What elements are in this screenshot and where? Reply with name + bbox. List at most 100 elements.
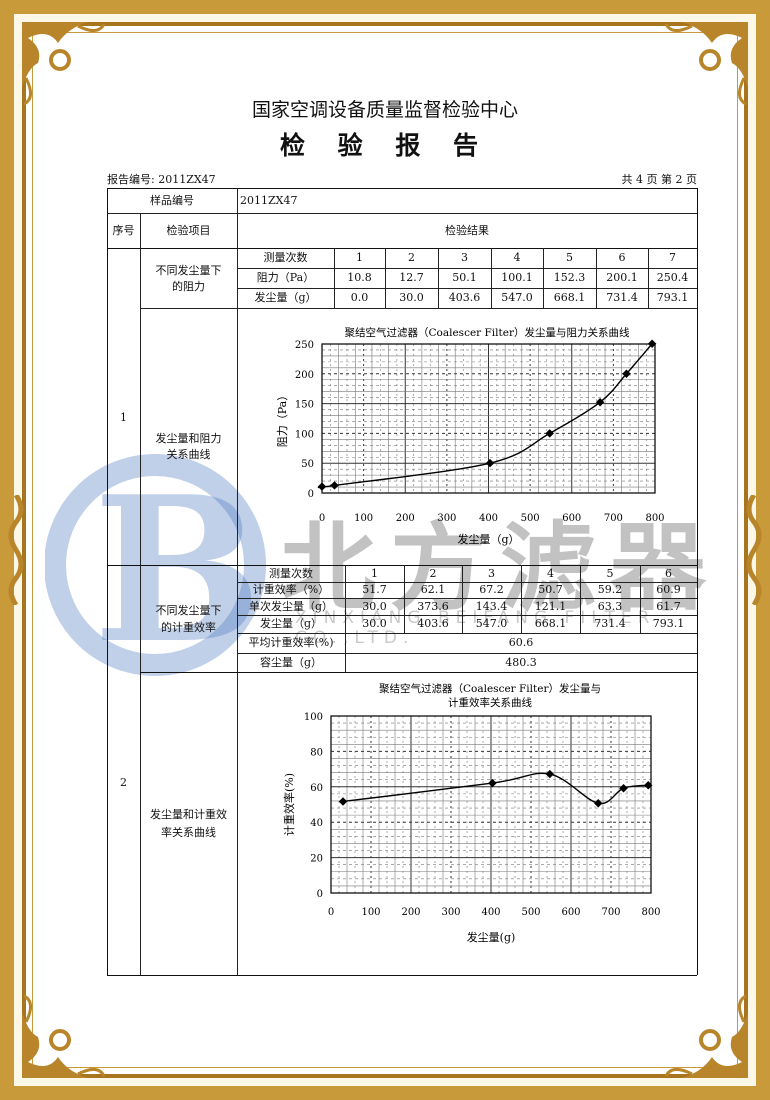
- y-tick-label: 40: [310, 818, 323, 829]
- frame-line: [32, 32, 738, 1068]
- corner-ornament-icon: [22, 22, 106, 106]
- table-cell: 793.1: [652, 617, 685, 630]
- x-tick-label: 0: [328, 907, 334, 918]
- organization-name: 国家空调设备质量监督检验中心: [251, 99, 518, 121]
- table-rule: [107, 565, 697, 566]
- table-cell: 403.6: [417, 617, 449, 630]
- chart-title: 聚结空气过滤器（Coalescer Filter）发尘量与阻力关系曲线: [345, 326, 630, 339]
- chart-title-line: 计重效率关系曲线: [448, 696, 532, 709]
- table-cell: 143.4: [475, 600, 508, 613]
- document-title: 检 验 报 告: [279, 131, 491, 160]
- table-cell: 403.6: [448, 291, 481, 304]
- row-label: 计重效率（%）: [252, 583, 330, 596]
- table-rule: [107, 188, 697, 189]
- side-ornament-icon: [746, 495, 762, 605]
- y-tick-label: 150: [295, 400, 314, 411]
- row-label: 单次发尘量（g）: [248, 600, 334, 613]
- item-efficiency-curve-line2: 率关系曲线: [161, 826, 216, 839]
- x-tick-label: 600: [562, 513, 581, 524]
- table-cell: 731.4: [606, 291, 638, 304]
- table-cell: 2: [408, 251, 415, 264]
- table-rule: [140, 308, 697, 309]
- y-axis-label: 阻力（Pa）: [276, 390, 289, 447]
- table-cell: 793.1: [656, 291, 689, 304]
- corner-ornament-icon: [22, 994, 106, 1078]
- table-rule: [580, 565, 581, 633]
- table-cell: 6: [618, 251, 626, 264]
- x-tick-label: 700: [601, 907, 620, 918]
- table-cell: 30.0: [399, 291, 424, 304]
- table-rule: [334, 248, 335, 308]
- x-tick-label: 400: [479, 513, 498, 524]
- table-cell: 12.7: [399, 271, 424, 284]
- table-rule: [237, 633, 697, 634]
- side-ornament-icon: [8, 495, 24, 605]
- table-rule: [237, 615, 697, 616]
- x-tick-label: 500: [521, 513, 540, 524]
- table-cell: 7: [669, 251, 676, 264]
- y-tick-label: 0: [317, 889, 323, 900]
- table-cell: 668.1: [534, 617, 567, 630]
- item-efficiency-curve-line1: 发尘量和计重效: [150, 808, 227, 821]
- table-cell: 5: [566, 251, 573, 264]
- svg-text:B: B: [93, 453, 262, 680]
- table-cell: 547.0: [475, 617, 508, 630]
- page-info: 共 4 页 第 2 页: [621, 173, 697, 186]
- table-cell: 200.1: [606, 271, 638, 284]
- column-header-item: 检验项目: [166, 224, 211, 237]
- table-cell: 30.0: [362, 617, 387, 630]
- table-rule: [543, 248, 544, 308]
- row-label: 测量次数: [263, 251, 308, 264]
- table-rule: [237, 653, 697, 654]
- seq-1: 1: [120, 411, 127, 424]
- y-axis-label: 计重效率(%): [282, 773, 296, 836]
- table-cell: 50.7: [538, 583, 563, 596]
- table-cell: 10.8: [347, 271, 372, 284]
- x-axis-label: 发尘量（g）: [457, 532, 519, 546]
- table-cell: 4: [547, 567, 554, 580]
- item-resistance-line1: 不同发尘量下: [155, 264, 222, 277]
- table-rule: [648, 248, 649, 308]
- table-rule: [107, 188, 108, 975]
- table-cell: 731.4: [594, 617, 626, 630]
- sample-no-label: 样品编号: [150, 194, 194, 207]
- dust-capacity-label: 容尘量（g）: [259, 656, 323, 669]
- table-rule: [438, 248, 439, 308]
- y-tick-label: 0: [308, 489, 314, 500]
- data-point: [619, 783, 628, 793]
- table-cell: 50.1: [452, 271, 477, 284]
- table-cell: 60.9: [656, 583, 681, 596]
- seq-2: 2: [120, 776, 127, 789]
- x-tick-label: 200: [396, 513, 415, 524]
- row-label: 发尘量（g）: [254, 291, 317, 304]
- table-rule: [596, 248, 597, 308]
- table-cell: 63.3: [597, 600, 623, 613]
- x-tick-label: 800: [645, 513, 664, 524]
- table-rule: [237, 598, 697, 599]
- x-tick-label: 700: [604, 513, 623, 524]
- y-tick-label: 80: [310, 747, 323, 758]
- row-label: 阻力（Pa）: [256, 271, 315, 284]
- data-point: [643, 780, 653, 790]
- data-point: [485, 458, 495, 468]
- report-number: 报告编号: 2011ZX47: [107, 173, 216, 186]
- table-rule: [404, 565, 405, 633]
- y-tick-label: 250: [295, 340, 314, 351]
- column-header-seq: 序号: [112, 224, 135, 237]
- frame-inner-border: [22, 22, 748, 1078]
- table-cell: 1: [356, 251, 363, 264]
- y-tick-label: 200: [295, 370, 314, 381]
- data-point: [338, 797, 348, 806]
- data-point: [545, 429, 554, 438]
- data-point: [330, 481, 339, 490]
- x-tick-label: 300: [437, 513, 456, 524]
- item-resistance-curve-line2: 关系曲线: [166, 448, 211, 461]
- data-point: [545, 769, 555, 779]
- table-rule: [237, 268, 697, 269]
- table-rule: [140, 213, 141, 975]
- table-cell: 373.6: [417, 600, 449, 613]
- resistance-chart: 聚结空气过滤器（Coalescer Filter）发尘量与阻力关系曲线 0 100 2…: [276, 326, 665, 546]
- table-cell: 67.2: [479, 583, 504, 596]
- table-rule: [237, 582, 697, 583]
